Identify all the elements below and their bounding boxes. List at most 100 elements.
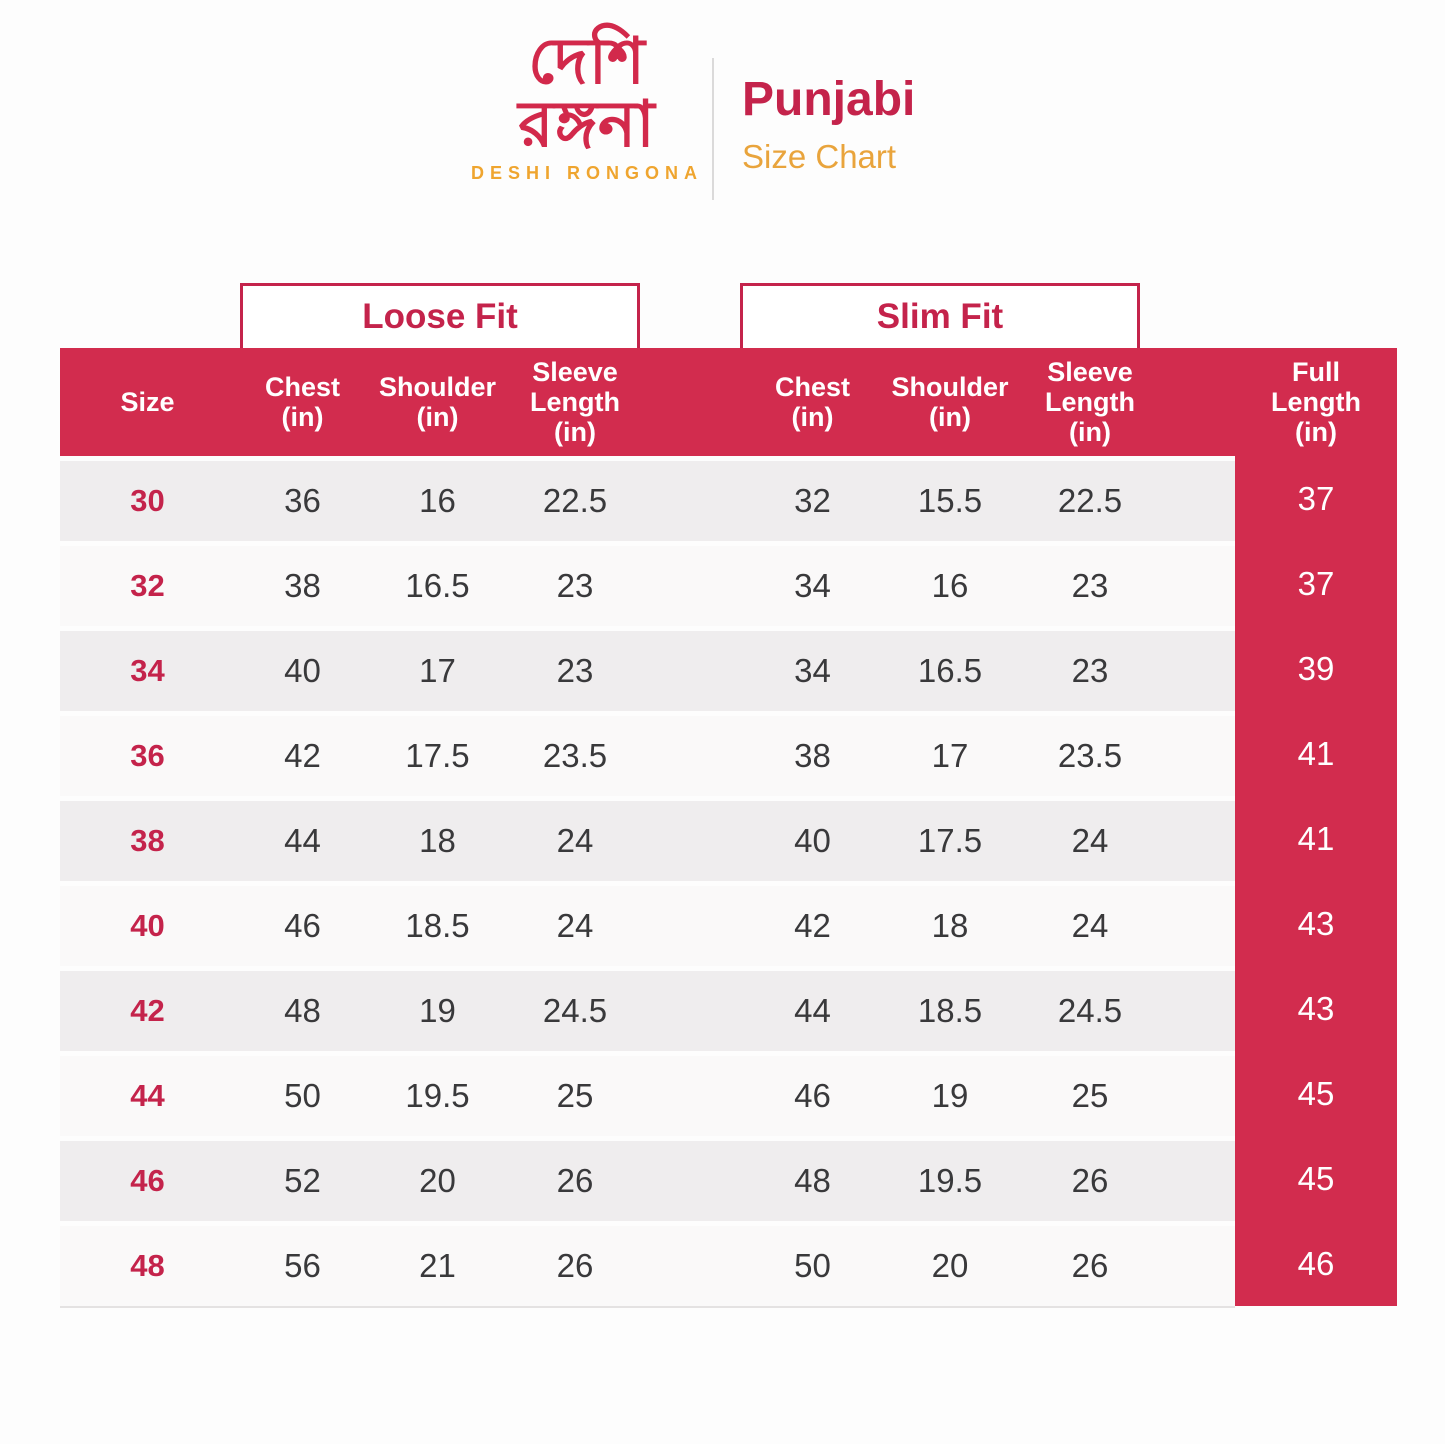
table-body: 30 36 16 22.5 32 15.5 22.5 32 38 16.5 23 34 16 23 34 40…	[60, 456, 1397, 1308]
column-header-slim-chest: Chest (in)	[774, 371, 850, 432]
size-cell: 32	[130, 568, 165, 603]
measurement-cell: 18.5	[405, 907, 470, 944]
table-header-row: Size Chest (in) Shoulder (in) Sleeve Len…	[60, 348, 1397, 456]
size-chart: Loose Fit Slim Fit Size Chest (in) Shoul…	[60, 283, 1397, 1308]
fit-group-label: Loose Fit	[362, 297, 518, 336]
measurement-cell: 24	[556, 907, 594, 944]
measurement-cell: 18.5	[917, 992, 983, 1029]
fit-group-slim-fit: Slim Fit	[740, 283, 1140, 348]
measurement-cell: 46	[794, 1077, 831, 1114]
measurement-cell: 48	[284, 992, 321, 1029]
measurement-cell: 26	[556, 1247, 594, 1284]
table-row: 44 50 19.5 25 46 19 25	[60, 1051, 1397, 1136]
measurement-cell: 19	[931, 1077, 969, 1114]
size-cell: 38	[130, 823, 165, 858]
page-title: Punjabi	[742, 73, 916, 126]
measurement-cell: 20	[419, 1162, 456, 1199]
measurement-cell: 16	[419, 482, 456, 519]
size-cell: 30	[130, 483, 165, 518]
measurement-cell: 40	[794, 822, 831, 859]
column-header-slim-shoulder: Shoulder (in)	[891, 371, 1009, 432]
measurement-cell: 23.5	[1057, 737, 1123, 774]
measurement-cell: 40	[284, 652, 321, 689]
full-length-cell: 45	[1297, 1074, 1335, 1112]
measurement-cell: 19.5	[405, 1077, 470, 1114]
fit-group-row: Loose Fit Slim Fit	[60, 283, 1397, 348]
measurement-cell: 52	[284, 1162, 321, 1199]
measurement-cell: 34	[794, 652, 831, 689]
measurement-cell: 32	[794, 482, 831, 519]
measurement-cell: 23.5	[542, 737, 608, 774]
measurement-cell: 16.5	[405, 567, 470, 604]
measurement-cell: 50	[794, 1247, 831, 1284]
table-bottom-border	[60, 1306, 1235, 1308]
measurement-cell: 17	[419, 652, 456, 689]
measurement-cell: 19.5	[917, 1162, 983, 1199]
measurement-cell: 44	[284, 822, 321, 859]
fit-group-loose-fit: Loose Fit	[240, 283, 640, 348]
table-rows: 30 36 16 22.5 32 15.5 22.5 32 38 16.5 23 34 16 23 34 40…	[60, 456, 1397, 1306]
measurement-cell: 16.5	[917, 652, 983, 689]
measurement-cell: 38	[794, 737, 831, 774]
measurement-cell: 20	[931, 1247, 969, 1284]
measurement-cell: 19	[419, 992, 456, 1029]
measurement-cell: 42	[794, 907, 831, 944]
measurement-cell: 24.5	[1057, 992, 1123, 1029]
measurement-cell: 26	[556, 1162, 594, 1199]
size-cell: 44	[130, 1078, 165, 1113]
measurement-cell: 18	[419, 822, 456, 859]
size-cell: 34	[130, 653, 165, 688]
measurement-cell: 23	[556, 652, 594, 689]
brand-logo: দেশি রঙ্গনা DESHI RONGONA	[462, 25, 712, 184]
column-header-loose-chest: Chest (in)	[264, 371, 340, 432]
table-row: 36 42 17.5 23.5 38 17 23.5	[60, 711, 1397, 796]
brand-logo-english-text: DESHI RONGONA	[470, 163, 703, 184]
measurement-cell: 46	[284, 907, 321, 944]
measurement-cell: 18	[931, 907, 969, 944]
table-row: 30 36 16 22.5 32 15.5 22.5	[60, 456, 1397, 541]
measurement-cell: 23	[1071, 567, 1109, 604]
column-header-loose-sleeve-length: Sleeve Length (in)	[530, 356, 620, 448]
measurement-cell: 17.5	[917, 822, 983, 859]
full-length-cell: 46	[1297, 1244, 1335, 1282]
table-row: 32 38 16.5 23 34 16 23	[60, 541, 1397, 626]
measurement-cell: 17.5	[405, 737, 470, 774]
measurement-cell: 26	[1071, 1162, 1109, 1199]
full-length-cell: 41	[1297, 819, 1335, 857]
measurement-cell: 25	[556, 1077, 594, 1114]
table-row: 40 46 18.5 24 42 18 24	[60, 881, 1397, 966]
measurement-cell: 16	[931, 567, 969, 604]
page-subtitle: Size Chart	[742, 138, 897, 175]
full-length-cell: 43	[1297, 989, 1335, 1027]
size-cell: 42	[130, 993, 165, 1028]
measurement-cell: 17	[931, 737, 969, 774]
fit-group-label: Slim Fit	[876, 297, 1004, 336]
full-length-cell: 39	[1297, 649, 1335, 687]
full-length-cell: 41	[1297, 734, 1335, 772]
measurement-cell: 42	[284, 737, 321, 774]
size-cell: 46	[130, 1163, 165, 1198]
measurement-cell: 22.5	[542, 482, 608, 519]
column-header-size: Size	[120, 386, 175, 417]
column-header-full-length: Full Length (in)	[1271, 356, 1361, 448]
measurement-cell: 24	[556, 822, 594, 859]
table-row: 38 44 18 24 40 17.5 24	[60, 796, 1397, 881]
table-row: 42 48 19 24.5 44 18.5 24.5	[60, 966, 1397, 1051]
size-cell: 36	[130, 738, 165, 773]
brand-logo-bengali-text: দেশি রঙ্গনা	[518, 25, 656, 160]
measurement-cell: 44	[794, 992, 831, 1029]
measurement-cell: 23	[1071, 652, 1109, 689]
full-length-cell: 43	[1297, 904, 1335, 942]
full-length-column: 37 37 39 41 41 43 43 45 45 46	[1235, 456, 1397, 1306]
measurement-cell: 36	[284, 482, 321, 519]
measurement-cell: 24	[1071, 907, 1109, 944]
measurement-cell: 50	[284, 1077, 321, 1114]
measurement-cell: 38	[284, 567, 321, 604]
measurement-cell: 23	[556, 567, 594, 604]
table-row: 48 56 21 26 50 20 26	[60, 1221, 1397, 1306]
title-block: Punjabi Size Chart	[742, 73, 916, 175]
size-cell: 48	[130, 1248, 165, 1283]
measurement-cell: 21	[419, 1247, 456, 1284]
full-length-cell: 45	[1297, 1159, 1335, 1197]
